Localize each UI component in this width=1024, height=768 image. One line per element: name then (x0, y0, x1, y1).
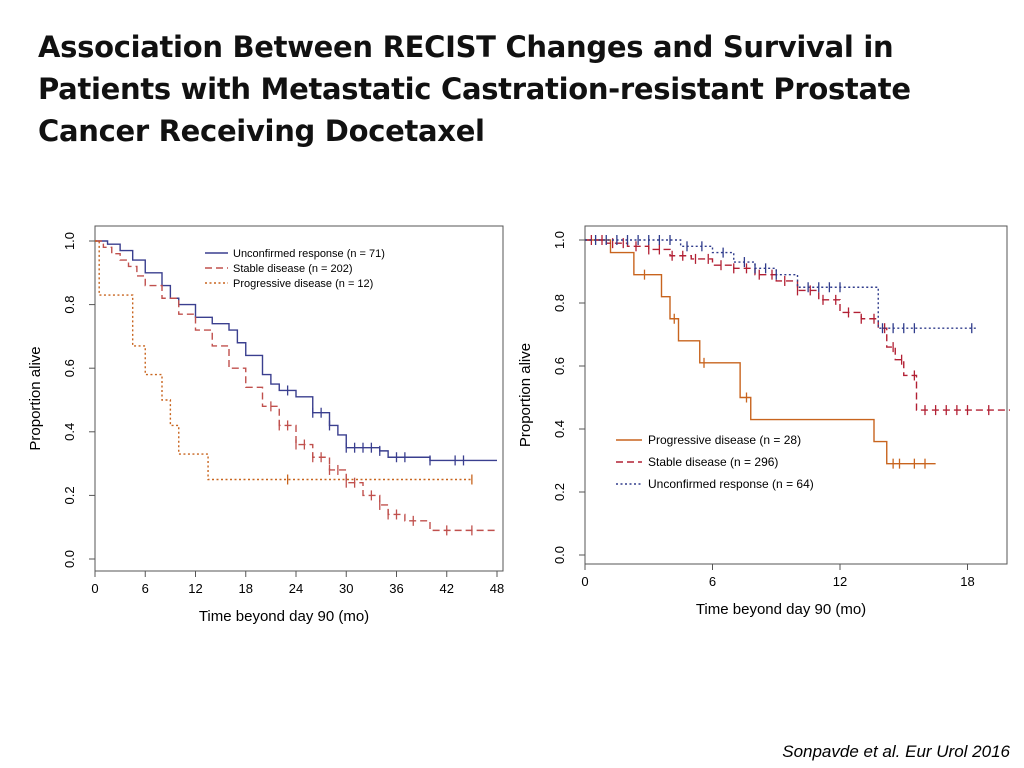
legend-label: Unconfirmed response (n = 64) (648, 477, 814, 491)
y-tick-label: 0.8 (552, 294, 567, 312)
slide-title: Association Between RECIST Changes and S… (38, 30, 911, 148)
y-tick-label: 1.0 (552, 231, 567, 249)
x-tick-label: 6 (709, 574, 716, 589)
y-tick-label: 0.6 (62, 359, 77, 377)
y-tick-label: 0.0 (62, 550, 77, 568)
legend-label: Progressive disease (n = 28) (648, 433, 801, 447)
plot-frame (584, 225, 1008, 565)
legend-label: Progressive disease (n = 12) (233, 278, 373, 290)
series-line (95, 240, 497, 532)
y-tick-label: 0.4 (552, 420, 567, 438)
x-tick-label: 6 (142, 581, 149, 596)
y-tick-label: 0.0 (552, 546, 567, 564)
legend-label: Stable disease (n = 296) (648, 455, 778, 469)
y-tick-label: 1.0 (62, 232, 77, 250)
y-tick-label: 0.2 (62, 486, 77, 504)
x-tick-label: 24 (289, 581, 303, 596)
series-line (585, 239, 936, 465)
y-tick-label: 0.8 (62, 296, 77, 314)
plot-frame (94, 225, 504, 572)
x-tick-label: 42 (440, 581, 454, 596)
series-line (95, 240, 472, 481)
x-tick-label: 18 (960, 574, 974, 589)
y-axis-title: Proportion alive (27, 346, 44, 450)
y-tick-label: 0.4 (62, 423, 77, 441)
legend-label: Stable disease (n = 202) (233, 263, 353, 275)
x-tick-label: 36 (389, 581, 403, 596)
x-tick-label: 30 (339, 581, 353, 596)
x-axis-title: Time beyond day 90 (mo) (199, 608, 369, 625)
x-tick-label: 12 (188, 581, 202, 596)
citation: Sonpavde et al. Eur Urol 2016 (782, 742, 1010, 761)
series-line (585, 239, 979, 329)
x-tick-label: 12 (833, 574, 847, 589)
x-tick-label: 0 (581, 574, 588, 589)
km-chart-right: 0 6 12 18 0.0 0.2 0.4 0.6 0.8 1.0 Time beyond day … (517, 225, 1010, 618)
x-tick-label: 0 (91, 581, 98, 596)
y-tick-label: 0.2 (552, 483, 567, 501)
y-tick-label: 0.6 (552, 357, 567, 375)
series-line (585, 239, 1010, 411)
legend-label: Unconfirmed response (n = 71) (233, 248, 385, 260)
x-axis-title: Time beyond day 90 (mo) (696, 601, 866, 618)
x-tick-label: 18 (239, 581, 253, 596)
km-chart-left: 0 6 12 18 24 30 36 42 48 0.0 0.2 0.4 0.6 0.8 1.0 Time b… (27, 225, 504, 625)
y-axis-title: Proportion alive (517, 343, 534, 447)
x-tick-label: 48 (490, 581, 504, 596)
